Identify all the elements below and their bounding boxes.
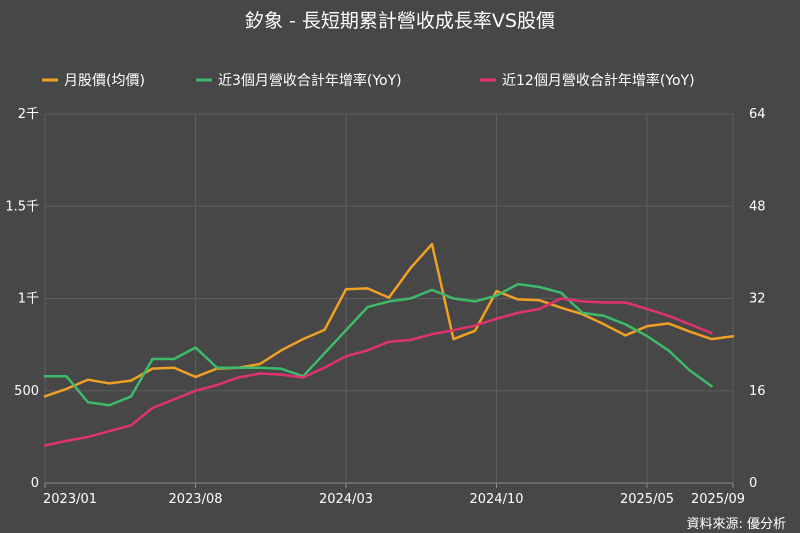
series-line-2 <box>43 297 713 447</box>
y-left-tick-label: 500 <box>14 384 39 399</box>
x-tick-label: 2024/10 <box>469 492 523 507</box>
series-line-0 <box>43 242 735 398</box>
y-right-tick-label: 48 <box>749 199 766 214</box>
axes: 0 500 1千 1.5千 2千 0 16 32 48 64 2023/01 2023/08 2024/… <box>5 107 765 507</box>
y-right-tick-label: 0 <box>749 476 757 491</box>
y-right-tick-label: 64 <box>749 107 766 122</box>
legend: 月股價(均價) 近3個月營收合計年增率(YoY) 近12個月營收合計年增率(YoY) <box>42 72 695 89</box>
legend-label-1: 近3個月營收合計年增率(YoY) <box>218 72 402 89</box>
legend-label-0: 月股價(均價) <box>64 72 145 89</box>
y-left-tick-label: 1.5千 <box>5 199 39 214</box>
chart-title: 釸象 - 長短期累計營收成長率VS股價 <box>245 10 555 32</box>
y-left-tick-label: 2千 <box>18 107 39 122</box>
x-tick-label: 2023/08 <box>168 492 222 507</box>
x-tick-label: 2024/03 <box>319 492 373 507</box>
source-label: 資料來源: 優分析 <box>686 517 786 532</box>
y-right-tick-label: 32 <box>749 292 766 307</box>
y-left-tick-label: 0 <box>31 476 39 491</box>
series-line-1 <box>43 282 713 407</box>
y-left-tick-label: 1千 <box>18 292 39 307</box>
x-tick-label: 2025/09 <box>691 492 745 507</box>
legend-label-2: 近12個月營收合計年增率(YoY) <box>502 72 695 89</box>
series-lines <box>43 242 735 447</box>
y-right-tick-label: 16 <box>749 384 766 399</box>
x-tick-label: 2023/01 <box>43 492 97 507</box>
x-tick-label: 2025/05 <box>620 492 674 507</box>
